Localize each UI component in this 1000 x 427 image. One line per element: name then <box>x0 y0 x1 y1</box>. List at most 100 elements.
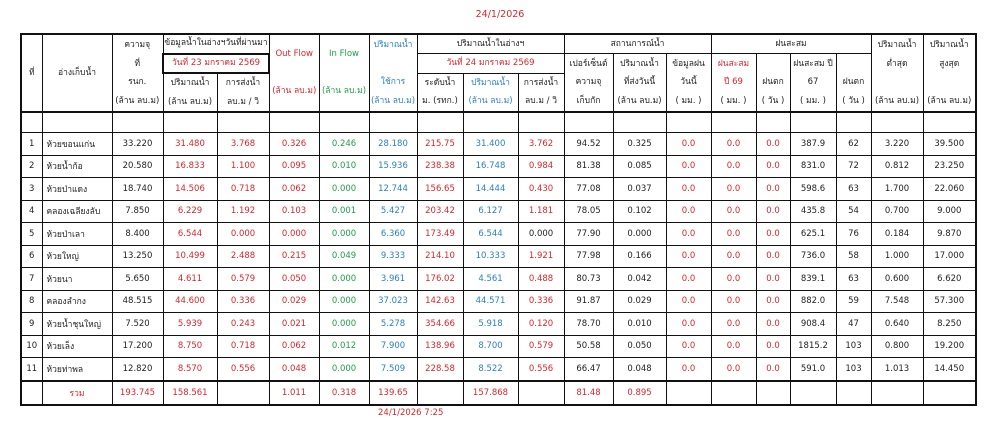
cell-no: 6 <box>20 244 43 268</box>
cell-cap: 48.515 <box>111 289 164 313</box>
cell-rain: 0.0 <box>665 312 712 336</box>
cell-out: 0.103 <box>268 199 320 223</box>
report-date: 24/1/2026 <box>475 9 525 20</box>
cell-r69: 0.0 <box>710 177 757 201</box>
total-empty <box>789 379 837 405</box>
header-prev-release: การส่งน้ำ ลบ.ม / วิ <box>216 72 270 113</box>
header-release-today: ปริมาณน้ำ ที่ส่งวันนี้ (ล้าน ลบ.ม) <box>612 53 667 113</box>
cell-crel: 0.556 <box>517 357 565 381</box>
cell-rain: 0.0 <box>665 154 712 178</box>
cell-r67: 839.1 <box>789 267 837 291</box>
cell-prel: 2.488 <box>216 244 270 268</box>
cell-no: 9 <box>20 312 43 336</box>
header-level: ระดับน้ำ ม. (รทก.) <box>416 72 464 113</box>
cell-max: 8.250 <box>922 312 977 336</box>
cell-lvl: 173.49 <box>416 222 464 246</box>
cell-cap: 20.580 <box>111 154 164 178</box>
cell-use: 9.333 <box>368 244 418 268</box>
cell-r69: 0.0 <box>710 267 757 291</box>
table-row: 3 ห้วยป่าแดง 18.740 14.506 0.718 0.062 0.000 12… <box>20 177 977 201</box>
cell-name: ห้วยขอนแก่น <box>41 132 113 156</box>
cell-r69: 0.0 <box>710 132 757 156</box>
cell-pct: 66.47 <box>563 357 614 381</box>
cell-d1: 0.0 <box>755 244 791 268</box>
cell-out: 0.095 <box>268 154 320 178</box>
cell-d1: 0.0 <box>755 132 791 156</box>
cell-crel: 0.579 <box>517 334 565 358</box>
reservoir-table: ที่ อ่างเก็บน้ำ ความจุ ที่ รนก. (ล้าน ลบ.ม)… <box>20 33 977 406</box>
cell-out: 0.021 <box>268 312 320 336</box>
cell-reltoday: 0.050 <box>612 334 667 358</box>
cell-reltoday: 0.029 <box>612 289 667 313</box>
cell-use: 28.180 <box>368 132 418 156</box>
cell-reltoday: 0.048 <box>612 357 667 381</box>
header-rain-67: ฝนสะสม ปี 67( มม. ) <box>789 53 837 113</box>
total-empty <box>20 379 43 405</box>
cell-cap: 33.220 <box>111 132 164 156</box>
cell-max: 14.450 <box>922 357 977 381</box>
total-use: 139.65 <box>368 379 418 405</box>
cell-r67: 591.0 <box>789 357 837 381</box>
cell-max: 23.250 <box>922 154 977 178</box>
cell-name: ห้วยป่าแดง <box>41 177 113 201</box>
header-rain-days-2: ฝนตก( วัน ) <box>835 53 872 113</box>
cell-min: 0.800 <box>870 334 924 358</box>
cell-lvl: 142.63 <box>416 289 464 313</box>
cell-d1: 0.0 <box>755 177 791 201</box>
cell-name: ห้วยป่าเลา <box>41 222 113 246</box>
cell-min: 1.000 <box>870 244 924 268</box>
cell-use: 6.360 <box>368 222 418 246</box>
cell-pct: 94.52 <box>563 132 614 156</box>
cell-pvol: 44.600 <box>162 289 218 313</box>
cell-pct: 78.05 <box>563 199 614 223</box>
cell-cap: 12.820 <box>111 357 164 381</box>
cell-use: 7.509 <box>368 357 418 381</box>
cell-pvol: 4.611 <box>162 267 218 291</box>
total-empty <box>710 379 757 405</box>
cell-pct: 91.87 <box>563 289 614 313</box>
table-row: 5 ห้วยป่าเลา 8.400 6.544 0.000 0.000 0.000 6.36… <box>20 222 977 246</box>
cell-rain: 0.0 <box>665 132 712 156</box>
cell-d1: 0.0 <box>755 312 791 336</box>
cell-reltoday: 0.102 <box>612 199 667 223</box>
header-reservoir: อ่างเก็บน้ำ <box>41 33 113 113</box>
cell-r67: 598.6 <box>789 177 837 201</box>
cell-max: 19.200 <box>922 334 977 358</box>
cell-cvol: 6.544 <box>462 222 519 246</box>
cell-lvl: 238.38 <box>416 154 464 178</box>
cell-rain: 0.0 <box>665 289 712 313</box>
table-row: 11 ห้วยท่าพล 12.820 8.570 0.556 0.048 0.000 7.5… <box>20 357 977 381</box>
cell-max: 6.620 <box>922 267 977 291</box>
cell-crel: 1.921 <box>517 244 565 268</box>
cell-min: 0.600 <box>870 267 924 291</box>
cell-max: 9.870 <box>922 222 977 246</box>
header-rain-group: ฝนสะสม <box>710 33 872 54</box>
header-curr-group: ปริมาณน้ำในอ่างฯ <box>416 33 565 54</box>
cell-prel: 1.100 <box>216 154 270 178</box>
cell-d2: 62 <box>835 132 872 156</box>
total-empty <box>835 379 872 405</box>
cell-use: 5.427 <box>368 199 418 223</box>
cell-rain: 0.0 <box>665 222 712 246</box>
cell-prel: 0.556 <box>216 357 270 381</box>
cell-in: 0.000 <box>318 267 370 291</box>
cell-reltoday: 0.010 <box>612 312 667 336</box>
cell-d2: 59 <box>835 289 872 313</box>
cell-in: 0.000 <box>318 222 370 246</box>
cell-pvol: 6.544 <box>162 222 218 246</box>
total-pvol: 158.561 <box>162 379 218 405</box>
cell-out: 0.048 <box>268 357 320 381</box>
cell-pct: 50.58 <box>563 334 614 358</box>
cell-cvol: 31.400 <box>462 132 519 156</box>
table-row: 7 ห้วยนา 5.650 4.611 0.579 0.050 0.000 3.961 176… <box>20 267 977 291</box>
cell-r69: 0.0 <box>710 289 757 313</box>
cell-crel: 0.336 <box>517 289 565 313</box>
cell-cap: 7.520 <box>111 312 164 336</box>
cell-d1: 0.0 <box>755 289 791 313</box>
cell-name: ห้วยท่าพล <box>41 357 113 381</box>
cell-use: 5.278 <box>368 312 418 336</box>
total-cap: 193.745 <box>111 379 164 405</box>
cell-min: 0.812 <box>870 154 924 178</box>
cell-use: 3.961 <box>368 267 418 291</box>
cell-lvl: 228.58 <box>416 357 464 381</box>
